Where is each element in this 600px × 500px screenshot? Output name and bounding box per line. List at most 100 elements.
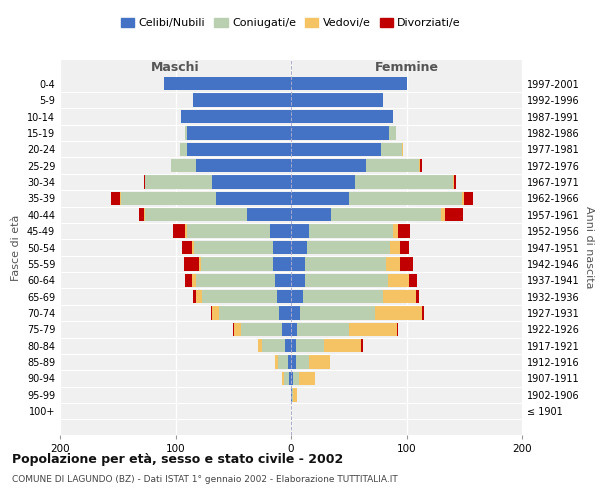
Bar xyxy=(297,322,349,336)
Bar xyxy=(454,176,456,188)
Bar xyxy=(409,274,417,287)
Bar xyxy=(422,306,424,320)
Bar xyxy=(291,257,305,270)
Bar xyxy=(291,274,305,287)
Bar xyxy=(262,339,285,352)
Bar xyxy=(111,192,120,205)
Bar xyxy=(310,356,330,369)
Bar xyxy=(400,257,413,270)
Bar xyxy=(388,274,409,287)
Bar xyxy=(121,192,216,205)
Bar xyxy=(139,208,145,222)
Bar xyxy=(291,208,331,222)
Bar xyxy=(187,142,291,156)
Bar xyxy=(164,77,291,90)
Bar xyxy=(235,322,241,336)
Bar xyxy=(376,306,422,320)
Bar xyxy=(199,257,201,270)
Y-axis label: Anni di nascita: Anni di nascita xyxy=(584,206,593,289)
Bar xyxy=(386,257,400,270)
Bar xyxy=(247,208,291,222)
Bar xyxy=(291,94,383,107)
Bar xyxy=(293,372,299,385)
Bar xyxy=(381,142,402,156)
Bar xyxy=(325,339,361,352)
Bar xyxy=(196,274,275,287)
Bar xyxy=(291,110,392,123)
Bar xyxy=(275,274,291,287)
Bar xyxy=(302,290,383,304)
Bar xyxy=(270,224,291,238)
Bar xyxy=(289,372,291,385)
Bar xyxy=(193,290,196,304)
Bar xyxy=(187,224,270,238)
Bar xyxy=(220,306,280,320)
Bar xyxy=(241,322,282,336)
Bar xyxy=(202,290,277,304)
Y-axis label: Fasce di età: Fasce di età xyxy=(11,214,21,280)
Bar xyxy=(184,257,199,270)
Bar xyxy=(196,159,291,172)
Bar xyxy=(145,176,212,188)
Bar xyxy=(277,290,291,304)
Bar xyxy=(272,241,291,254)
Bar xyxy=(291,159,366,172)
Bar xyxy=(185,224,187,238)
Bar xyxy=(181,110,291,123)
Bar xyxy=(212,306,220,320)
Bar xyxy=(291,224,310,238)
Bar xyxy=(441,208,445,222)
Bar xyxy=(291,77,407,90)
Bar xyxy=(383,290,416,304)
Bar xyxy=(194,241,272,254)
Bar xyxy=(278,356,287,369)
Bar xyxy=(191,274,196,287)
Bar xyxy=(305,257,386,270)
Bar xyxy=(193,94,291,107)
Bar xyxy=(291,290,302,304)
Bar xyxy=(291,142,381,156)
Text: Popolazione per età, sesso e stato civile - 2002: Popolazione per età, sesso e stato civil… xyxy=(12,452,343,466)
Text: Maschi: Maschi xyxy=(151,61,200,74)
Bar xyxy=(185,274,191,287)
Bar xyxy=(287,356,291,369)
Bar xyxy=(280,306,291,320)
Bar xyxy=(296,356,310,369)
Bar xyxy=(291,372,293,385)
Bar xyxy=(445,208,463,222)
Bar xyxy=(233,322,235,336)
Bar xyxy=(171,159,196,172)
Bar xyxy=(282,322,291,336)
Bar xyxy=(291,176,355,188)
Bar xyxy=(416,290,419,304)
Bar xyxy=(191,241,194,254)
Bar xyxy=(212,176,291,188)
Bar xyxy=(400,241,409,254)
Bar xyxy=(182,241,191,254)
Bar xyxy=(275,356,278,369)
Bar xyxy=(291,356,296,369)
Bar xyxy=(419,159,421,172)
Bar xyxy=(291,306,300,320)
Bar xyxy=(185,126,187,140)
Bar xyxy=(257,339,262,352)
Bar xyxy=(349,322,397,336)
Bar xyxy=(216,192,291,205)
Bar xyxy=(397,322,398,336)
Bar xyxy=(291,192,349,205)
Bar xyxy=(291,388,292,402)
Bar xyxy=(296,339,325,352)
Bar xyxy=(398,224,410,238)
Bar xyxy=(464,192,473,205)
Bar xyxy=(307,241,391,254)
Bar xyxy=(310,224,392,238)
Bar xyxy=(300,306,376,320)
Bar xyxy=(389,126,396,140)
Text: COMUNE DI LAGUNDO (BZ) - Dati ISTAT 1° gennaio 2002 - Elaborazione TUTTITALIA.IT: COMUNE DI LAGUNDO (BZ) - Dati ISTAT 1° g… xyxy=(12,475,398,484)
Bar xyxy=(180,142,187,156)
Legend: Celibi/Nubili, Coniugati/e, Vedovi/e, Divorziati/e: Celibi/Nubili, Coniugati/e, Vedovi/e, Di… xyxy=(116,13,466,32)
Bar xyxy=(291,241,307,254)
Bar xyxy=(272,257,291,270)
Bar xyxy=(173,224,185,238)
Text: Femmine: Femmine xyxy=(374,61,439,74)
